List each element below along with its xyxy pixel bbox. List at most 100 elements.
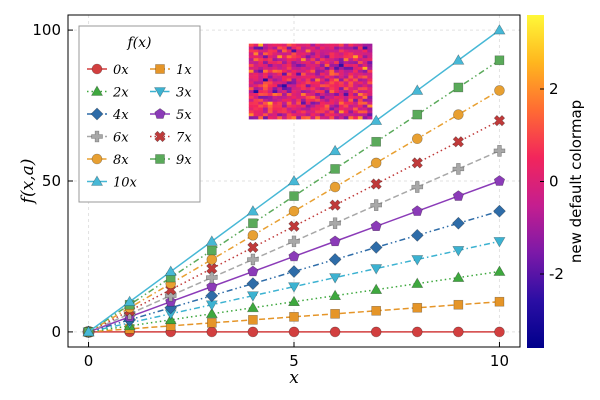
data-point-shape (247, 241, 259, 254)
heatmap-cell (324, 90, 330, 94)
heatmap-cell (277, 87, 283, 91)
heatmap-cell (286, 84, 292, 88)
heatmap-cell (286, 49, 292, 53)
heatmap-cell (281, 52, 288, 56)
heatmap-cell (267, 75, 273, 79)
heatmap-cell (338, 72, 344, 76)
heatmap-cell (357, 110, 363, 114)
data-point (370, 283, 383, 294)
heatmap-cell (310, 72, 316, 76)
heatmap-cell (319, 75, 325, 79)
heatmap-cell (300, 84, 306, 88)
y-tick-label: 100 (32, 21, 61, 39)
heatmap-cell (353, 116, 359, 120)
data-point (247, 241, 259, 254)
heatmap-cell (357, 101, 363, 105)
heatmap-cell (315, 63, 321, 68)
heatmap-cell (253, 113, 259, 117)
heatmap-cell (272, 61, 278, 65)
heatmap-cell (296, 116, 302, 120)
heatmap-cell (357, 69, 363, 73)
heatmap-cell (319, 101, 325, 105)
heatmap-cell (281, 107, 288, 111)
data-point (411, 277, 424, 288)
heatmap-cell (300, 78, 306, 82)
heatmap-cell (338, 87, 344, 91)
data-point (411, 157, 423, 169)
data-point (494, 55, 505, 66)
data-point (206, 254, 218, 265)
heatmap-cell (267, 52, 273, 56)
heatmap-cell (253, 81, 259, 85)
heatmap-cell (315, 93, 321, 97)
heatmap-cell (334, 49, 340, 53)
heatmap-cell (291, 75, 297, 79)
heatmap-cell (362, 98, 368, 103)
heatmap-cell (315, 110, 321, 114)
heatmap-cell (329, 49, 335, 53)
heatmap-cell (343, 84, 349, 88)
heatmap-cell (334, 72, 340, 76)
data-point (330, 164, 340, 174)
heatmap-cell (357, 78, 363, 82)
legend-marker (153, 87, 167, 98)
heatmap-cell (286, 52, 292, 56)
x-tick-label: 0 (84, 352, 94, 370)
data-point (370, 220, 382, 232)
heatmap-cell (362, 95, 368, 100)
heatmap-cell (272, 87, 278, 91)
heatmap-cell (267, 49, 273, 53)
heatmap-cell (300, 43, 306, 47)
legend: f(x) 0x 1x 2x 3x 4x 5x 6x 7x 8x 9x 10x (78, 25, 201, 203)
heatmap-cell (267, 93, 273, 97)
heatmap-cell (253, 43, 259, 47)
heatmap-cell (348, 116, 354, 120)
legend-item-6x: 6x (87, 131, 129, 146)
heatmap-cell (343, 116, 349, 120)
heatmap-cell (305, 55, 311, 59)
heatmap-cell (353, 107, 359, 111)
data-point (411, 205, 423, 216)
heatmap-cell (334, 87, 340, 91)
heatmap-cell (277, 116, 283, 120)
heatmap-cell (300, 93, 306, 97)
data-point (452, 136, 465, 148)
data-point (370, 326, 382, 338)
heatmap-cell (291, 116, 297, 120)
data-point (370, 178, 382, 190)
heatmap-cell (319, 98, 325, 103)
data-point (287, 282, 301, 293)
heatmap-cell (324, 107, 330, 111)
heatmap-cell (353, 101, 359, 105)
heatmap-cell (296, 78, 302, 82)
heatmap-cell (300, 81, 306, 85)
heatmap-cell (300, 98, 306, 103)
heatmap-cell (348, 55, 354, 59)
heatmap-cell (310, 116, 316, 120)
legend-title: f(x) (126, 35, 151, 51)
heatmap-cell (267, 116, 273, 120)
heatmap-cell (263, 63, 269, 68)
heatmap-cell (353, 78, 359, 82)
heatmap-cell (338, 75, 344, 79)
data-point (493, 175, 506, 186)
heatmap-cell (334, 75, 340, 79)
heatmap-cell (338, 46, 344, 50)
heatmap-cell (286, 101, 292, 105)
heatmap-cell (267, 104, 273, 108)
heatmap-cell (258, 110, 264, 114)
heatmap-cell (300, 66, 306, 71)
heatmap-cell (272, 90, 278, 94)
heatmap-cell (291, 49, 297, 53)
heatmap-cell (300, 52, 306, 56)
heatmap-cell (277, 72, 283, 76)
heatmap-cell (343, 110, 349, 114)
series-line (88, 119, 500, 333)
heatmap-cell (296, 81, 302, 85)
heatmap-cell (272, 69, 278, 73)
heatmap-cell (258, 87, 264, 91)
heatmap-cell (329, 93, 335, 97)
heatmap-cell (338, 69, 344, 73)
heatmap-cell (310, 93, 316, 97)
heatmap-cell (329, 69, 335, 73)
